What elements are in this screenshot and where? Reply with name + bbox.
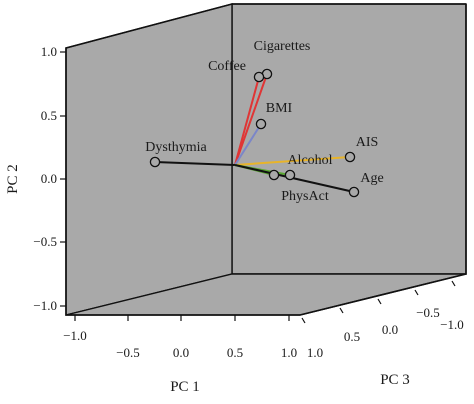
pc1-tick-label: 1.0 (281, 345, 297, 360)
pc3-tick-label: 0.5 (344, 329, 360, 344)
point-bmi (255, 118, 267, 130)
label-alcohol: Alcohol (287, 153, 332, 168)
label-ais: AIS (356, 135, 379, 150)
vector-cigarettes (234, 73, 268, 166)
label-age: Age (360, 171, 383, 186)
pc2-tick-label: −1.0 (33, 298, 57, 313)
left-panel (65, 3, 233, 316)
vector-age (234, 164, 355, 193)
pc3-axis-title: PC 3 (380, 372, 410, 388)
label-physact: PhysAct (281, 189, 329, 204)
point-alcohol (284, 169, 296, 181)
point-coffee (253, 71, 265, 83)
label-dysthymia: Dysthymia (145, 140, 207, 155)
pc3-tick-labels: 1.0 0.5 0.0 −0.5 −1.0 (307, 305, 464, 360)
label-bmi: BMI (266, 101, 293, 116)
point-labels: Cigarettes Coffee BMI AIS Dysthymia Alco… (145, 39, 383, 204)
loading-points (149, 68, 360, 198)
pc3-tick-label: 1.0 (307, 345, 323, 360)
pc1-tick-label: −0.5 (116, 345, 140, 360)
pc2-tick-label: 0.5 (41, 108, 57, 123)
loading-vectors (154, 73, 355, 193)
point-age (348, 186, 360, 198)
pc3-tick-label: −0.5 (416, 305, 440, 320)
pc1-tick-labels: −1.0 −0.5 0.0 0.5 1.0 (63, 328, 297, 360)
pc3-tick-label: −1.0 (440, 317, 464, 332)
label-coffee: Coffee (208, 59, 246, 74)
vector-dysthymia (154, 161, 236, 166)
box-panels (65, 3, 467, 316)
pc2-tick-label: 1.0 (41, 44, 57, 59)
point-ais (344, 151, 356, 163)
label-cigarettes: Cigarettes (254, 39, 311, 54)
tick-marks (60, 51, 456, 324)
pc3-tick-label: 0.0 (382, 322, 398, 337)
box-outline (65, 3, 467, 316)
pc2-axis-title: PC 2 (5, 164, 21, 194)
pc2-tick-label: 0.0 (41, 171, 57, 186)
pc1-axis-title: PC 1 (170, 379, 200, 395)
vector-coffee (234, 76, 260, 166)
pc2-tick-label: −0.5 (33, 234, 57, 249)
vector-ais (234, 156, 351, 166)
pc1-tick-label: 0.0 (173, 345, 189, 360)
point-dysthymia (149, 156, 161, 168)
pc1-tick-label: 0.5 (227, 345, 243, 360)
pc2-tick-labels: 1.0 0.5 0.0 −0.5 −1.0 (33, 44, 57, 313)
vector-bmi (234, 123, 262, 166)
point-physact (268, 169, 280, 181)
pc1-tick-label: −1.0 (63, 328, 87, 343)
